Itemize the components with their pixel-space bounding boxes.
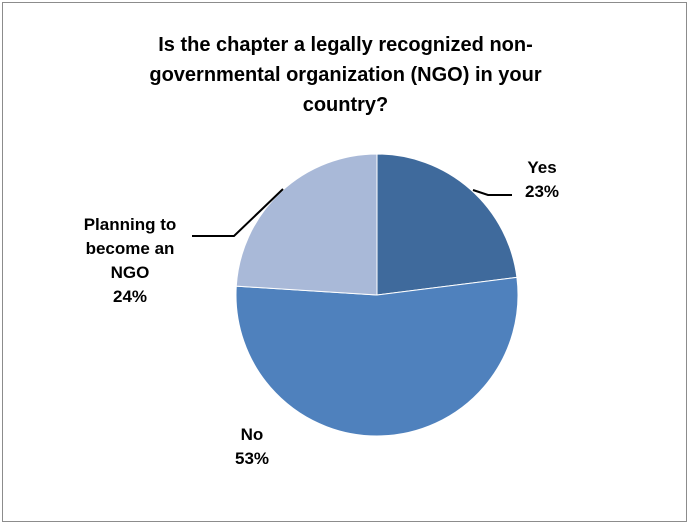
slice-label-no-value: 53% <box>234 449 270 468</box>
slice-label-planning-line-1: Planning to <box>83 215 177 234</box>
slice-label-planning-line-2: become an <box>85 239 175 258</box>
slice-label-yes: Yes 23% <box>512 156 572 204</box>
chart-title-line-3: country? <box>302 94 389 116</box>
chart-title-line-2: governmental organization (NGO) in your <box>149 64 542 86</box>
pie-slice-no <box>235 276 519 437</box>
slice-label-no-name: No <box>240 425 264 444</box>
slice-label-yes-name: Yes <box>527 158 557 177</box>
pie-chart <box>192 153 519 437</box>
leader-line-planning <box>192 188 284 237</box>
chart-title: Is the chapter a legally recognized non-… <box>100 30 591 120</box>
slice-label-yes-value: 23% <box>524 182 560 201</box>
slice-label-planning-line-3: NGO <box>110 263 150 282</box>
pie-slice-yes <box>376 153 518 296</box>
slice-label-no: No 53% <box>222 423 282 471</box>
pie-slice-planning <box>235 153 378 296</box>
chart-title-line-1: Is the chapter a legally recognized non- <box>158 34 533 56</box>
leader-line-yes <box>472 189 512 196</box>
slice-label-planning-value: 24% <box>112 287 148 306</box>
slice-label-planning: Planning to become an NGO 24% <box>68 213 192 309</box>
